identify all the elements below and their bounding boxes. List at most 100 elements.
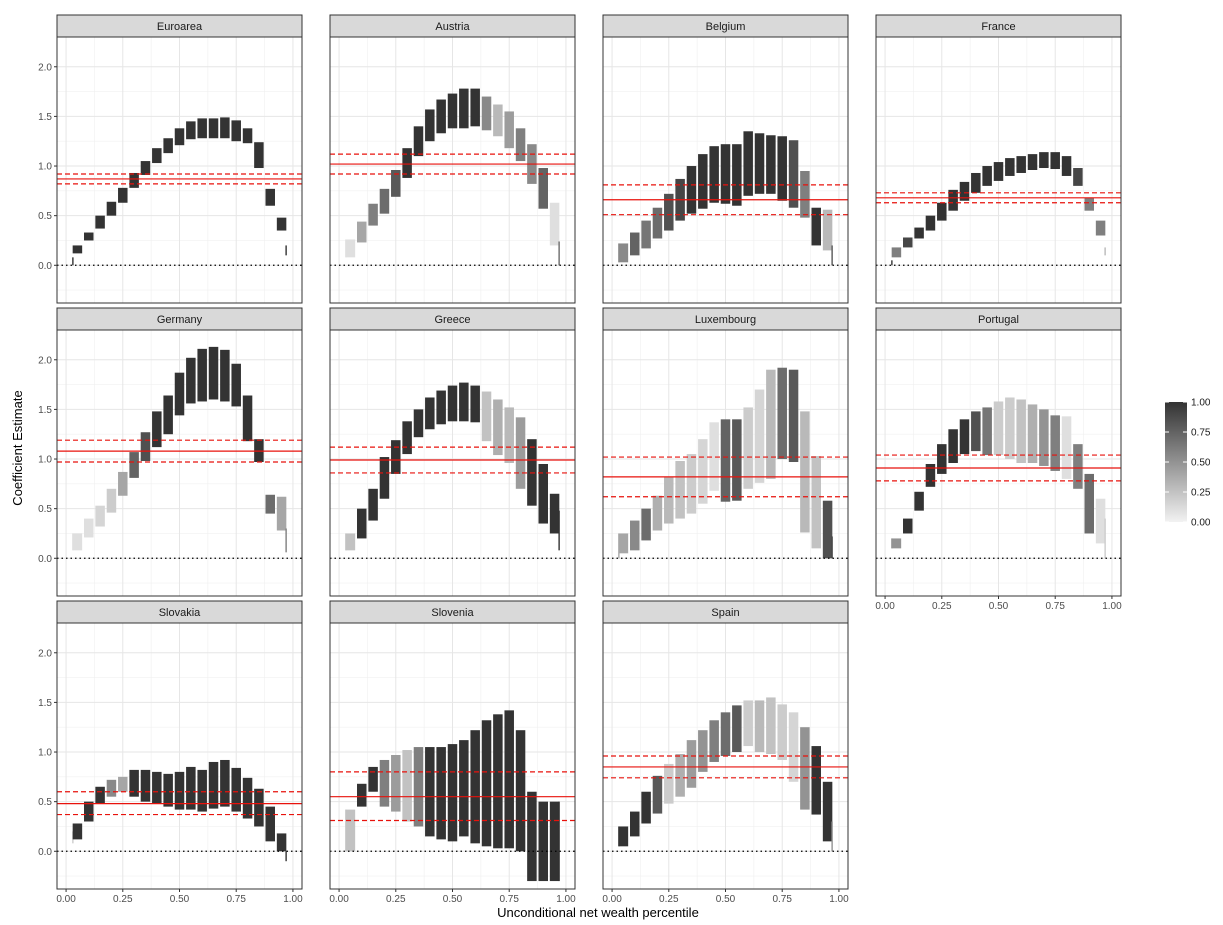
interval-bar [391, 440, 401, 474]
interval-bar [903, 237, 913, 248]
x-tick-label: 0.00 [875, 601, 895, 612]
y-tick-label: 2.0 [38, 62, 52, 73]
interval-bar [129, 769, 139, 797]
interval-bar [1061, 156, 1072, 176]
interval-bar [777, 136, 787, 201]
x-tick-label: 0.25 [659, 894, 679, 905]
interval-bar [265, 806, 275, 842]
facet-title: Portugal [978, 314, 1019, 326]
legend-tick-label: 0.50 [1191, 458, 1211, 469]
interval-bar [937, 202, 947, 221]
interval-bar [413, 747, 424, 827]
facet-panel: Luxembourg [602, 307, 849, 597]
interval-bar [754, 133, 765, 194]
interval-bar [186, 121, 196, 140]
interval-bar [118, 776, 128, 792]
x-tick-label: 0.25 [932, 601, 952, 612]
interval-bar [368, 766, 378, 792]
y-axis-label: Coefficient Estimate [10, 390, 25, 505]
panel-border [329, 36, 576, 304]
interval-bar [549, 493, 560, 534]
interval-bar [948, 189, 958, 211]
interval-bar [106, 488, 117, 513]
interval-bar [242, 395, 253, 442]
interval-bar [129, 452, 139, 478]
interval-bar [1061, 416, 1072, 479]
interval-bar [743, 131, 753, 196]
interval-bar [84, 232, 94, 241]
interval-bar [152, 771, 162, 804]
facet-panel: Spain 0.00 0.25 0.50 0.75 1.00 [602, 600, 849, 905]
interval-bar [515, 417, 526, 489]
interval-bar [788, 712, 799, 782]
interval-bar [254, 142, 264, 169]
interval-bar [493, 714, 503, 849]
x-tick-label: 0.00 [56, 894, 76, 905]
y-tick-label: 1.5 [38, 698, 52, 709]
interval-bar [777, 367, 787, 460]
interval-bar [766, 697, 776, 755]
interval-bar [549, 801, 560, 882]
interval-bar [641, 220, 651, 249]
interval-bar [140, 432, 151, 462]
interval-bar [903, 518, 913, 534]
interval-bar [368, 203, 378, 226]
panel-border [602, 36, 849, 304]
interval-bar [231, 120, 241, 142]
interval-bar [891, 260, 893, 266]
interval-bar [276, 217, 287, 231]
interval-bar [391, 755, 401, 812]
interval-bar [1027, 404, 1038, 463]
interval-bar [379, 759, 390, 807]
x-tick-label: 0.75 [226, 894, 246, 905]
interval-bar [118, 471, 128, 496]
facet-title: Austria [435, 21, 470, 33]
x-tick-label: 0.75 [772, 894, 792, 905]
interval-bar [1005, 397, 1015, 460]
interval-bar [1084, 473, 1094, 534]
interval-bar [163, 395, 173, 435]
x-tick-label: 0.50 [443, 894, 463, 905]
interval-bar [1095, 220, 1106, 236]
interval-bar [831, 245, 833, 266]
interval-bar [231, 767, 241, 812]
interval-bar [538, 801, 548, 882]
interval-bar [1095, 498, 1106, 544]
interval-bar [698, 730, 708, 772]
interval-bar [447, 744, 458, 842]
interval-bar [265, 188, 275, 206]
interval-bar [447, 93, 458, 129]
interval-bar [925, 215, 936, 231]
interval-bar [285, 528, 287, 553]
interval-bar [174, 372, 185, 416]
panels-layer: Euroarea 0.0 0.5 1.0 1.5 2.0 Austria Belgium Fra… [38, 14, 1122, 905]
interval-bar [379, 188, 390, 214]
interval-bar [504, 407, 514, 463]
facet-panel: Austria [329, 14, 576, 304]
interval-bar [140, 161, 151, 175]
interval-bar [971, 411, 981, 452]
interval-bar [777, 704, 787, 760]
y-tick-label: 1.0 [38, 455, 52, 466]
interval-bar [822, 781, 833, 842]
interval-bar [152, 148, 162, 164]
interval-bar [709, 720, 719, 762]
interval-bar [379, 457, 390, 499]
interval-bar [709, 146, 719, 203]
interval-bar [914, 227, 924, 239]
interval-bar [163, 773, 173, 807]
interval-bar [766, 135, 776, 194]
interval-bar [1084, 197, 1094, 211]
x-tick-label: 1.00 [556, 894, 576, 905]
interval-bar [538, 463, 548, 524]
interval-bar [95, 505, 105, 527]
x-tick-label: 0.50 [989, 601, 1009, 612]
interval-bar [698, 154, 708, 209]
interval-bar [493, 104, 503, 137]
interval-bar [152, 411, 162, 448]
interval-bar [72, 823, 83, 840]
legend: 1.00 0.75 0.50 0.25 0.00 [1165, 398, 1211, 529]
interval-bar [664, 476, 674, 524]
interval-bar [811, 207, 821, 246]
